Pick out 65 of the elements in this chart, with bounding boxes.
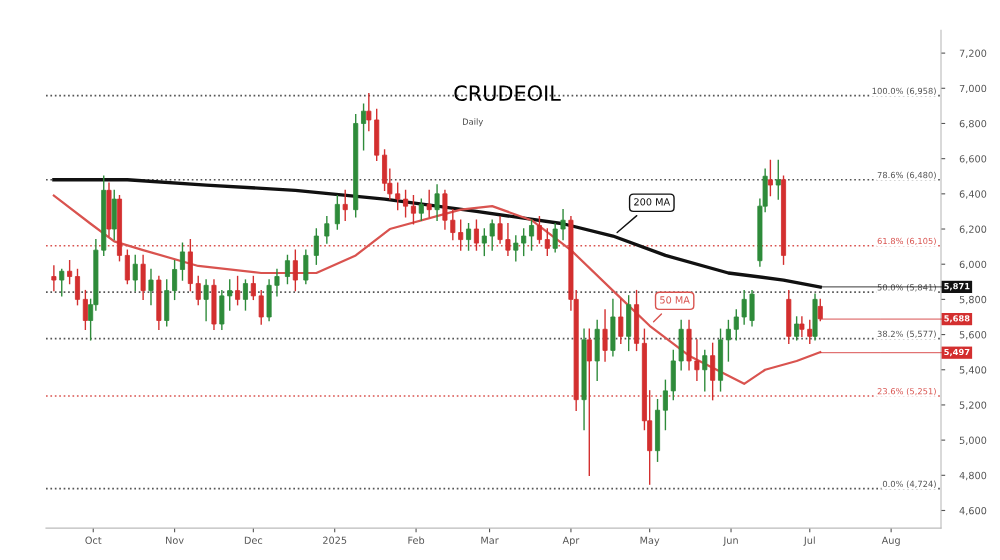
candlestick (594, 319, 600, 382)
candlestick (156, 275, 162, 330)
candlestick (529, 219, 535, 251)
candlestick (718, 328, 724, 392)
candlestick (521, 228, 527, 257)
candlestick (235, 275, 241, 306)
candlestick (618, 298, 624, 345)
candlestick (560, 208, 566, 241)
candlestick (418, 198, 424, 221)
candlestick (111, 189, 117, 241)
candlestick (395, 182, 401, 211)
candlestick (799, 316, 805, 338)
candlestick (702, 349, 708, 392)
candlestick (292, 249, 298, 292)
candlestick (203, 279, 209, 322)
candlestick (442, 189, 448, 230)
candlestick (140, 254, 146, 301)
candlestick (242, 279, 248, 311)
candlestick (284, 254, 290, 285)
candlestick (655, 398, 661, 462)
candlestick (466, 223, 472, 251)
candlestick (148, 268, 154, 306)
candlestick (219, 289, 225, 330)
candlestick (794, 316, 800, 341)
candlestick (426, 189, 432, 218)
candlestick (741, 289, 747, 325)
candlestick (342, 189, 348, 221)
candlestick (626, 295, 632, 352)
candlestick (132, 254, 138, 292)
candlestick (775, 159, 781, 200)
candlestick (324, 216, 330, 244)
candlestick (552, 223, 558, 253)
candlestick (334, 194, 340, 230)
candlestick (51, 265, 57, 292)
text: CRUDEOIL (454, 85, 561, 101)
candlestick (481, 228, 487, 257)
candlestick (473, 219, 479, 251)
candlestick (544, 228, 550, 257)
candlestick (258, 289, 264, 325)
candlestick (710, 342, 716, 401)
candlestick (59, 268, 65, 297)
candlestick (786, 289, 792, 345)
candlestick (489, 219, 495, 251)
candlestick (812, 293, 818, 341)
candlestick (513, 235, 519, 262)
candlestick (410, 194, 416, 225)
candlestick (303, 249, 309, 285)
candlestick (497, 216, 503, 244)
candlestick (211, 279, 217, 330)
candlestick (536, 216, 542, 244)
candlestick (313, 228, 319, 265)
candlestick (266, 279, 272, 322)
candlestick (586, 328, 592, 477)
candlestick (403, 189, 409, 218)
candlestick (505, 223, 511, 257)
candlestick (106, 182, 112, 237)
candlestick (807, 319, 813, 345)
candlestick (610, 298, 616, 357)
candlestick (602, 309, 608, 362)
candlestick (434, 184, 440, 221)
candlestick (749, 289, 755, 327)
candlestick (187, 238, 193, 292)
candlestick (767, 159, 773, 197)
candlestick (458, 219, 464, 251)
candlestick (686, 319, 692, 371)
